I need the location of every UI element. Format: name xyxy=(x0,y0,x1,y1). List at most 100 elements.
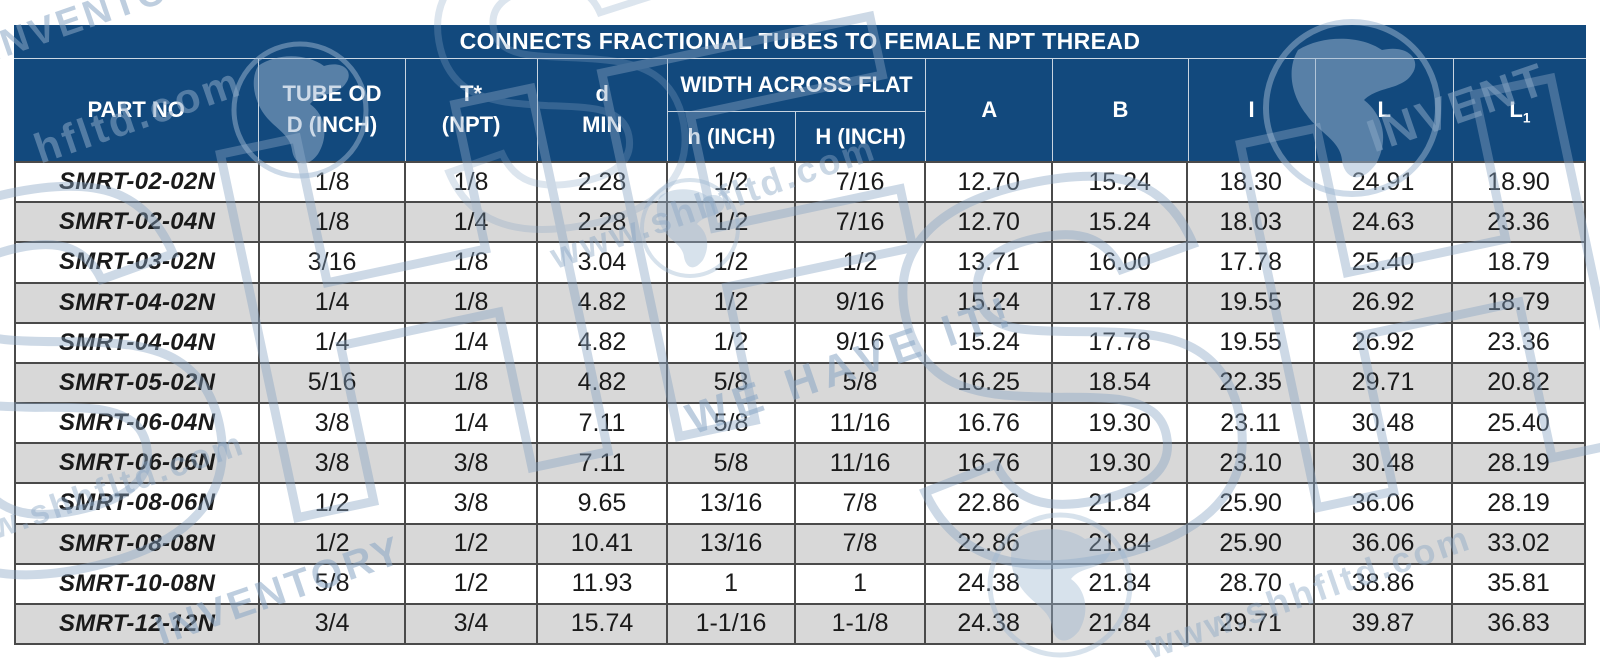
table-title: CONNECTS FRACTIONAL TUBES TO FEMALE NPT … xyxy=(14,25,1586,59)
cell-t-npt: 1/4 xyxy=(406,404,536,443)
cell-a: 24.38 xyxy=(926,564,1052,603)
cell-h-inch: 5/8 xyxy=(668,363,795,402)
col-header-i-label: I xyxy=(1248,96,1255,122)
cell-l: 29.71 xyxy=(1315,363,1452,402)
cell-H-inch: 11/16 xyxy=(796,444,925,483)
cell-b: 21.84 xyxy=(1053,484,1187,523)
cell-h-inch: 1/2 xyxy=(668,203,795,242)
cell-tube-od: 1/8 xyxy=(260,163,404,202)
cell-i: 22.35 xyxy=(1188,363,1314,402)
cell-l: 24.91 xyxy=(1315,163,1452,202)
cell-t-npt: 1/2 xyxy=(406,524,536,563)
cell-i: 17.78 xyxy=(1188,243,1314,282)
cell-tube-od: 1/4 xyxy=(260,323,404,362)
cell-t-npt: 1/4 xyxy=(406,323,536,362)
cell-part-no: SMRT-02-02N xyxy=(16,163,259,202)
cell-a: 12.70 xyxy=(926,203,1052,242)
cell-tube-od: 5/8 xyxy=(260,564,404,603)
cell-l: 30.48 xyxy=(1315,444,1452,483)
cell-t-npt: 1/2 xyxy=(406,564,536,603)
cell-l1: 18.90 xyxy=(1453,163,1584,202)
cell-a: 24.38 xyxy=(926,604,1052,643)
col-header-l: L xyxy=(1315,59,1453,161)
cell-H-inch: 9/16 xyxy=(796,283,925,322)
cell-l1: 20.82 xyxy=(1453,363,1584,402)
cell-d-min: 7.11 xyxy=(538,404,666,443)
cell-b: 21.84 xyxy=(1053,524,1187,563)
cell-tube-od: 1/4 xyxy=(260,283,404,322)
cell-l: 24.63 xyxy=(1315,203,1452,242)
col-header-l1-label: L1 xyxy=(1509,96,1531,125)
cell-l1: 36.83 xyxy=(1453,604,1584,643)
col-header-a-label: A xyxy=(981,96,998,122)
cell-tube-od: 1/2 xyxy=(260,524,404,563)
cell-i: 25.90 xyxy=(1188,524,1314,563)
col-header-a: A xyxy=(926,59,1053,161)
cell-i: 19.55 xyxy=(1188,323,1314,362)
col-header-l-label: L xyxy=(1377,96,1391,122)
cell-H-inch: 1-1/8 xyxy=(796,604,925,643)
col-header-l1: L1 xyxy=(1453,59,1586,161)
col-header-d-min: d MIN xyxy=(537,59,667,161)
cell-tube-od: 3/8 xyxy=(260,404,404,443)
cell-d-min: 11.93 xyxy=(538,564,666,603)
cell-a: 13.71 xyxy=(926,243,1052,282)
cell-i: 25.90 xyxy=(1188,484,1314,523)
cell-part-no: SMRT-03-02N xyxy=(16,243,259,282)
col-header-d-min-line2: MIN xyxy=(582,112,623,137)
cell-t-npt: 1/8 xyxy=(406,363,536,402)
table-title-text: CONNECTS FRACTIONAL TUBES TO FEMALE NPT … xyxy=(459,28,1141,54)
cell-l1: 18.79 xyxy=(1453,243,1584,282)
cell-part-no: SMRT-06-04N xyxy=(16,404,259,443)
cell-b: 16.00 xyxy=(1053,243,1187,282)
cell-l1: 23.36 xyxy=(1453,323,1584,362)
cell-d-min: 4.82 xyxy=(538,323,666,362)
cell-tube-od: 1/2 xyxy=(260,484,404,523)
cell-a: 15.24 xyxy=(926,323,1052,362)
col-header-h-inch: h (INCH) xyxy=(667,112,795,161)
cell-part-no: SMRT-08-08N xyxy=(16,524,259,563)
cell-l1: 18.79 xyxy=(1453,283,1584,322)
col-header-waf-group: WIDTH ACROSS FLAT xyxy=(667,59,926,111)
cell-l: 36.06 xyxy=(1315,484,1452,523)
cell-d-min: 4.82 xyxy=(538,283,666,322)
cell-d-min: 15.74 xyxy=(538,604,666,643)
cell-i: 28.70 xyxy=(1188,564,1314,603)
cell-a: 22.86 xyxy=(926,484,1052,523)
cell-H-inch: 7/8 xyxy=(796,484,925,523)
cell-b: 17.78 xyxy=(1053,283,1187,322)
cell-d-min: 7.11 xyxy=(538,444,666,483)
cell-H-inch: 5/8 xyxy=(796,363,925,402)
col-header-i: I xyxy=(1188,59,1315,161)
cell-tube-od: 1/8 xyxy=(260,203,404,242)
cell-tube-od: 3/16 xyxy=(260,243,404,282)
cell-i: 18.03 xyxy=(1188,203,1314,242)
cell-t-npt: 1/8 xyxy=(406,243,536,282)
cell-b: 21.84 xyxy=(1053,604,1187,643)
cell-l: 26.92 xyxy=(1315,323,1452,362)
col-header-part-no: PART NO xyxy=(14,59,259,161)
cell-l1: 35.81 xyxy=(1453,564,1584,603)
cell-b: 21.84 xyxy=(1053,564,1187,603)
cell-tube-od: 5/16 xyxy=(260,363,404,402)
cell-part-no: SMRT-02-04N xyxy=(16,203,259,242)
col-header-waf-group-label: WIDTH ACROSS FLAT xyxy=(680,72,913,97)
cell-l: 26.92 xyxy=(1315,283,1452,322)
cell-a: 16.76 xyxy=(926,444,1052,483)
col-header-part-no-label: PART NO xyxy=(87,96,185,122)
cell-part-no: SMRT-04-02N xyxy=(16,283,259,322)
cell-h-inch: 1/2 xyxy=(668,243,795,282)
cell-h-inch: 13/16 xyxy=(668,524,795,563)
cell-l: 25.40 xyxy=(1315,243,1452,282)
cell-t-npt: 3/8 xyxy=(406,444,536,483)
cell-l: 30.48 xyxy=(1315,404,1452,443)
cell-b: 18.54 xyxy=(1053,363,1187,402)
cell-a: 16.76 xyxy=(926,404,1052,443)
cell-a: 12.70 xyxy=(926,163,1052,202)
cell-d-min: 9.65 xyxy=(538,484,666,523)
cell-t-npt: 3/4 xyxy=(406,604,536,643)
cell-b: 15.24 xyxy=(1053,203,1187,242)
cell-H-inch: 11/16 xyxy=(796,404,925,443)
cell-H-inch: 9/16 xyxy=(796,323,925,362)
cell-part-no: SMRT-06-06N xyxy=(16,444,259,483)
